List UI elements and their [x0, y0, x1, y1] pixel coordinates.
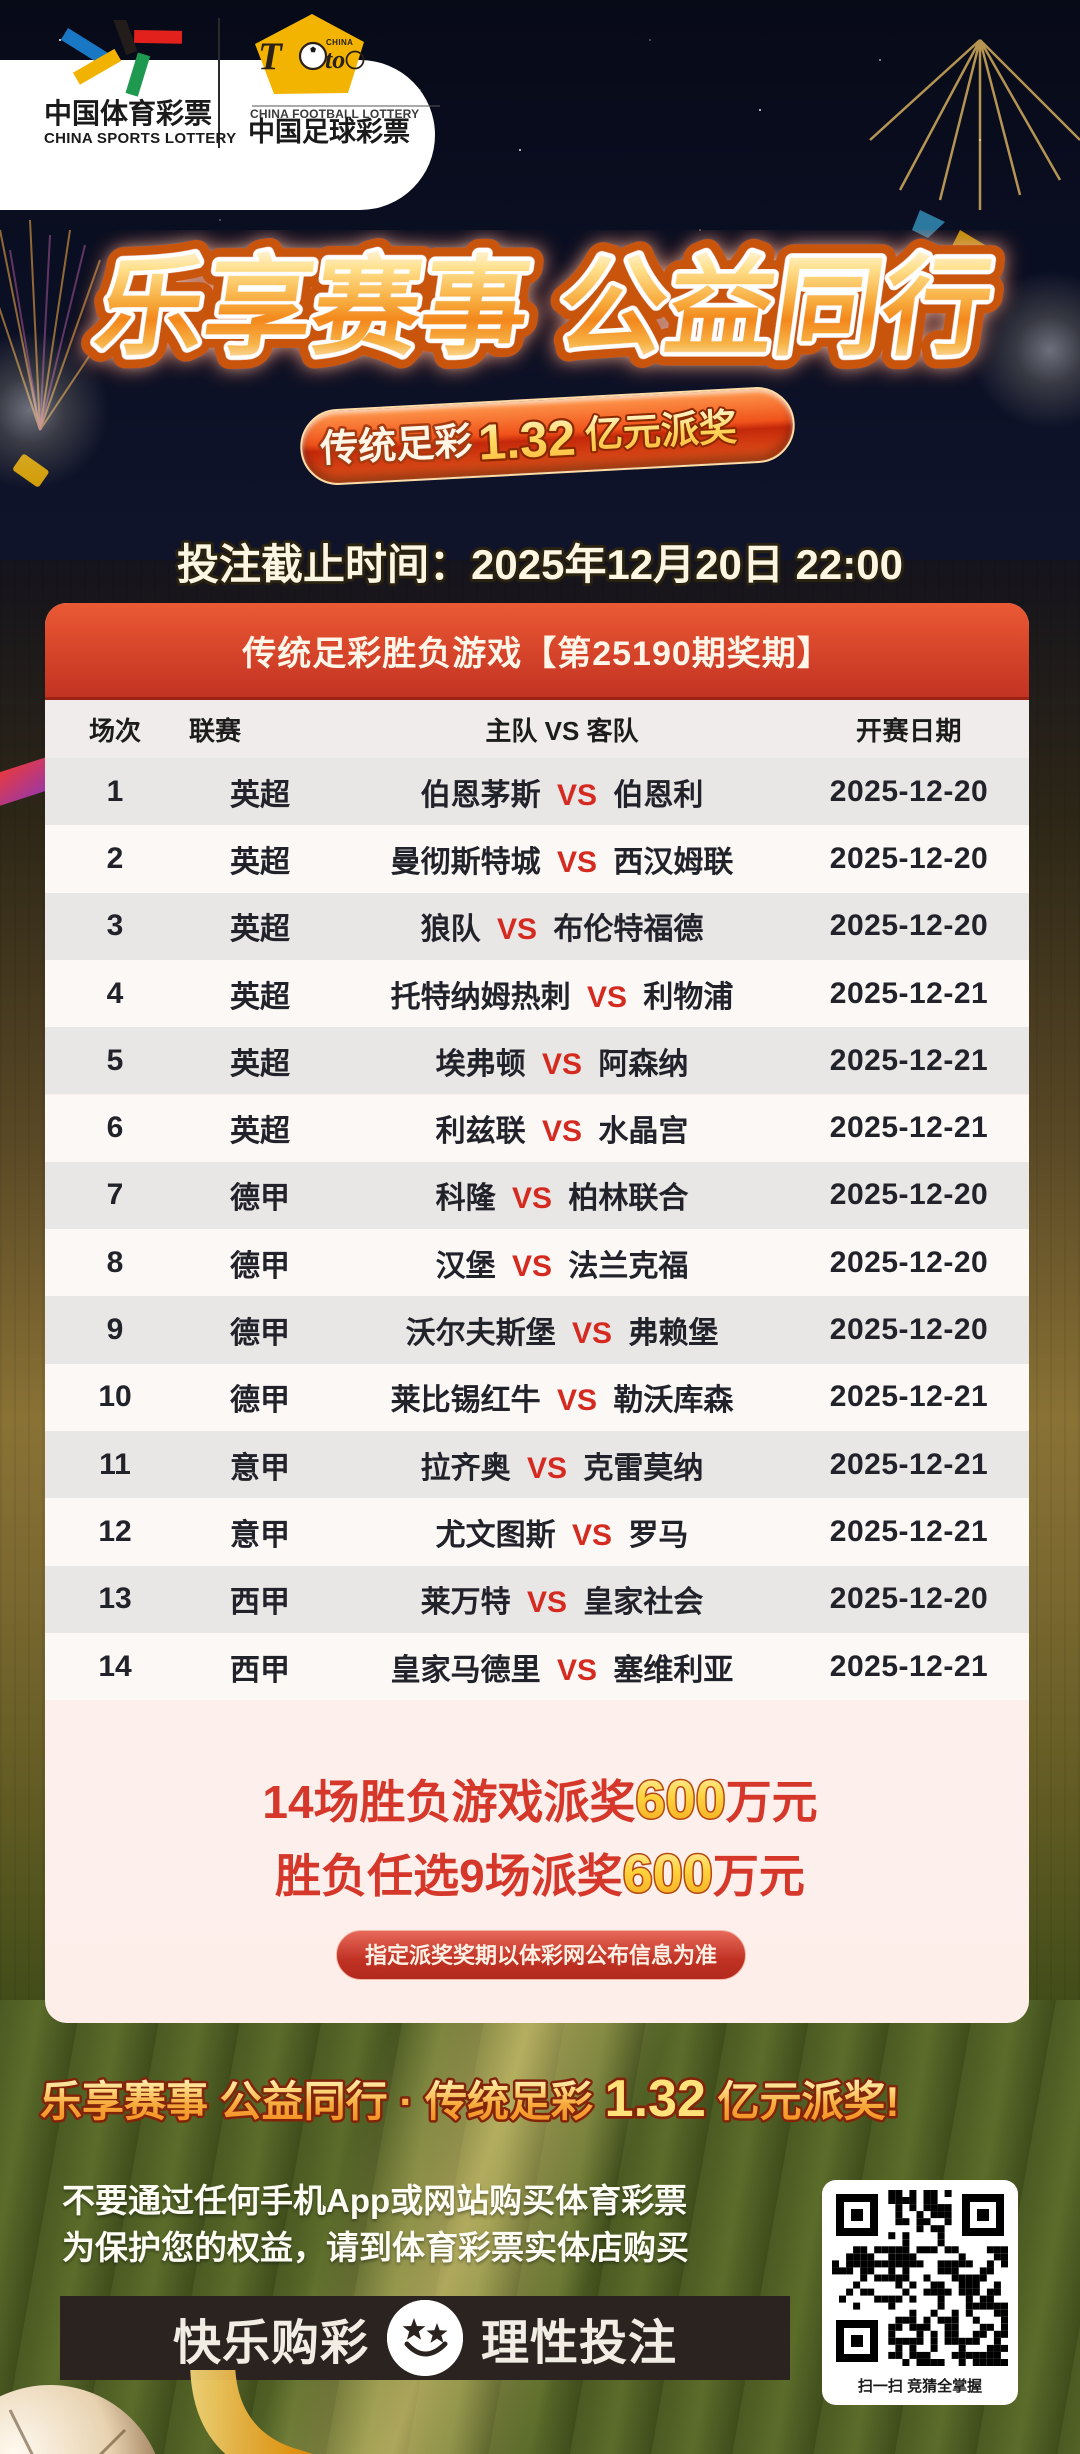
svg-text:CHINA SPORTS LOTTERY: CHINA SPORTS LOTTERY	[44, 130, 236, 147]
svg-text:乐享赛事 公益同行: 乐享赛事 公益同行	[89, 247, 1000, 367]
svg-text:传统足彩: 传统足彩	[318, 421, 473, 471]
svg-text:中国足球彩票: 中国足球彩票	[248, 117, 410, 147]
svg-text:14场胜负游戏派奖600万元: 14场胜负游戏派奖600万元	[262, 1770, 817, 1830]
svg-text:亿元派奖: 亿元派奖	[584, 407, 738, 457]
svg-text:指定派奖奖期以体彩网公布信息为准: 指定派奖奖期以体彩网公布信息为准	[365, 1943, 717, 1968]
svg-text:胜负任选9场派奖600万元: 胜负任选9场派奖600万元	[275, 1844, 805, 1904]
svg-text:1.32: 1.32	[477, 410, 577, 471]
svg-text:to: to	[325, 45, 345, 74]
svg-text:投注截止时间：2025年12月20日 22:00: 投注截止时间：2025年12月20日 22:00	[177, 541, 903, 588]
svg-text:乐享赛事 公益同行 · 传统足彩 1.32 亿元派奖!: 乐享赛事 公益同行 · 传统足彩 1.32 亿元派奖!	[40, 2070, 900, 2128]
svg-text:中国体育彩票: 中国体育彩票	[44, 97, 212, 129]
svg-text:T: T	[258, 35, 284, 78]
